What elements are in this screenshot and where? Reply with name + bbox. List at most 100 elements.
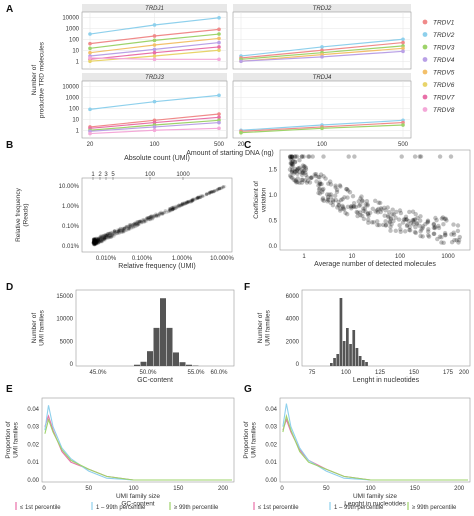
data-point (98, 235, 102, 239)
facet-title: TRDJ4 (313, 75, 332, 81)
data-point (354, 209, 359, 215)
data-point (288, 161, 293, 166)
data-point-TRDV1 (217, 27, 221, 32)
data-point (196, 196, 200, 201)
data-point (103, 236, 107, 240)
data-point (107, 236, 112, 240)
data-point (412, 229, 418, 235)
data-point (92, 237, 97, 241)
data-point (215, 188, 219, 192)
data-point (302, 178, 307, 183)
data-point (151, 216, 155, 220)
data-point (170, 208, 174, 212)
data-point (195, 196, 199, 200)
data-point (310, 154, 315, 159)
data-point (116, 229, 120, 233)
data-point (297, 158, 302, 163)
data-point (345, 195, 350, 200)
data-point (168, 206, 172, 211)
y-tick-label: 10.00% (59, 184, 80, 190)
data-point (94, 242, 98, 246)
data-point (175, 204, 179, 208)
data-point-TRDV8 (88, 56, 92, 60)
data-point (420, 224, 426, 229)
data-point (94, 237, 98, 241)
data-point (101, 234, 105, 238)
data-point (451, 232, 457, 237)
data-point (130, 223, 135, 227)
data-point (200, 194, 204, 198)
data-point (382, 205, 387, 210)
data-point (106, 231, 110, 236)
data-point (93, 237, 97, 242)
data-point-TRDV4 (401, 49, 405, 54)
data-point (185, 200, 189, 204)
data-point (99, 238, 103, 242)
data-point (97, 237, 101, 242)
data-point (185, 200, 189, 204)
data-point (417, 154, 422, 159)
data-point (336, 203, 341, 208)
data-point (93, 240, 97, 244)
data-point (94, 240, 98, 244)
data-point (331, 199, 336, 204)
data-point (116, 228, 120, 232)
data-point (94, 240, 98, 244)
data-point (396, 217, 402, 222)
data-point (117, 229, 121, 233)
data-point (191, 198, 195, 202)
data-point (97, 237, 101, 241)
x-tick-label: 55.0% (187, 370, 205, 376)
data-point (442, 230, 448, 236)
data-point (93, 242, 97, 246)
data-point (112, 233, 116, 237)
data-point (376, 200, 381, 205)
data-point (290, 162, 295, 167)
data-point (325, 192, 330, 197)
data-point (431, 231, 436, 236)
data-point (179, 203, 183, 208)
panel-g-plot (279, 397, 471, 483)
facet-title: TRDJ3 (145, 75, 164, 81)
data-point (328, 200, 333, 205)
data-point (295, 171, 300, 176)
data-point (150, 216, 154, 220)
data-point (100, 240, 104, 244)
data-point (133, 222, 137, 226)
data-point-TRDV6 (88, 59, 92, 64)
data-point (92, 242, 96, 247)
data-point (290, 168, 295, 173)
data-point (147, 217, 151, 221)
y-tick-label: 1 (76, 128, 80, 134)
data-point (169, 206, 173, 210)
data-point (431, 221, 437, 227)
data-point (107, 234, 111, 238)
data-point (173, 206, 177, 211)
data-point (121, 230, 125, 234)
data-point (94, 242, 98, 246)
data-point (183, 202, 188, 206)
data-point (209, 190, 213, 194)
data-point (93, 240, 97, 244)
data-point (93, 243, 97, 247)
data-point-TRDV1 (152, 34, 157, 38)
top-tick-label: 2 (98, 172, 102, 178)
data-point (176, 204, 180, 208)
data-point (439, 216, 445, 221)
data-point (109, 235, 113, 239)
data-point (336, 202, 342, 208)
data-point (366, 213, 371, 218)
data-point (205, 192, 209, 196)
data-point (132, 222, 136, 226)
data-point (154, 214, 158, 218)
data-point (189, 199, 193, 203)
data-point (190, 200, 194, 204)
data-point (128, 225, 132, 229)
data-point (293, 178, 299, 183)
data-point (148, 215, 152, 219)
data-point (193, 198, 197, 202)
data-point (151, 216, 155, 220)
x-tick-label: 45.0% (89, 370, 107, 376)
data-point (109, 232, 113, 236)
data-point (130, 224, 134, 228)
